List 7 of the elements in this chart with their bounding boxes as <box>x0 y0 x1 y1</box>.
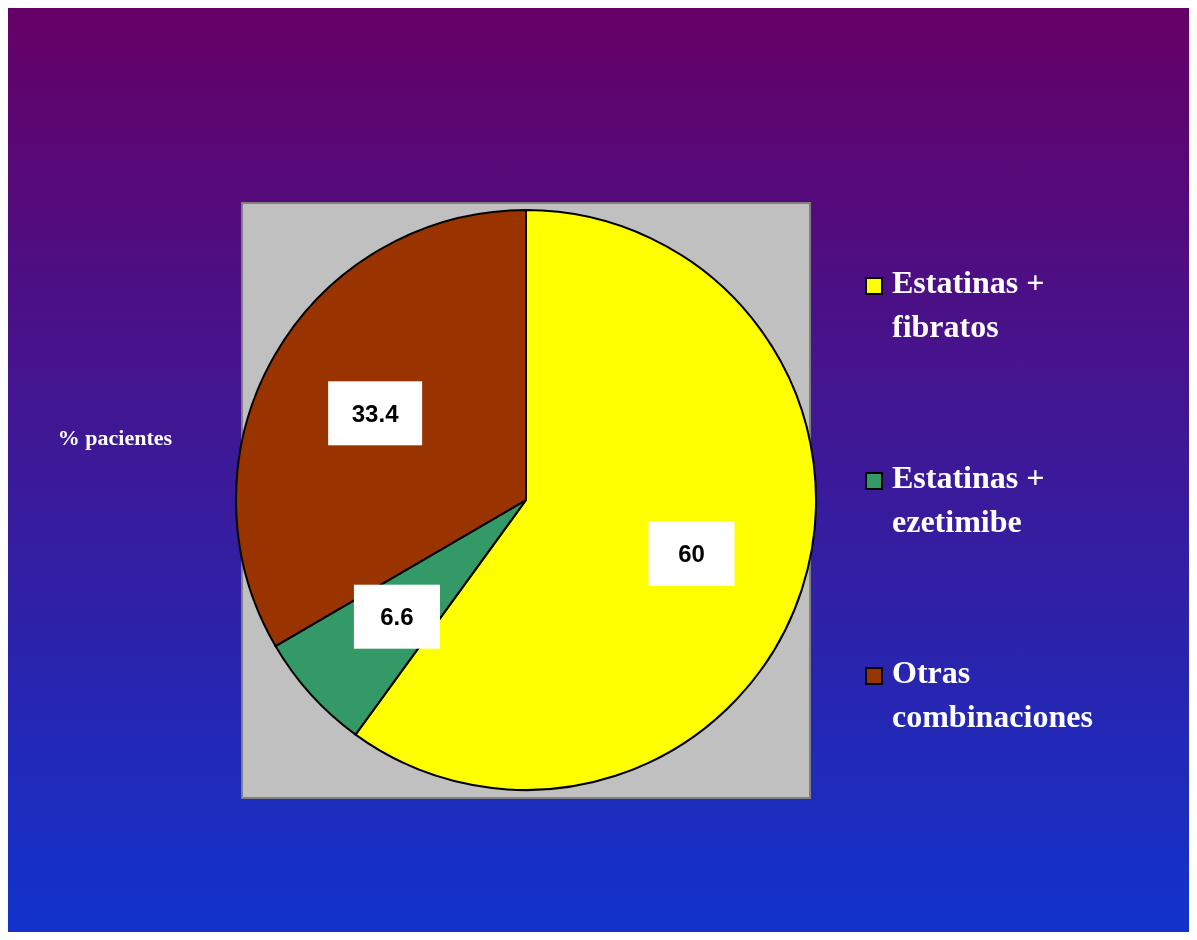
legend-label: Estatinas + fibratos <box>892 264 1045 344</box>
legend-label: Estatinas + ezetimibe <box>892 459 1045 539</box>
data-label: 6.6 <box>380 603 414 631</box>
text: % pacientes <box>57 425 173 450</box>
data-label: 60 <box>678 540 705 568</box>
legend-label: Otras combinaciones <box>892 654 1093 734</box>
data-label: 33.4 <box>351 399 400 427</box>
